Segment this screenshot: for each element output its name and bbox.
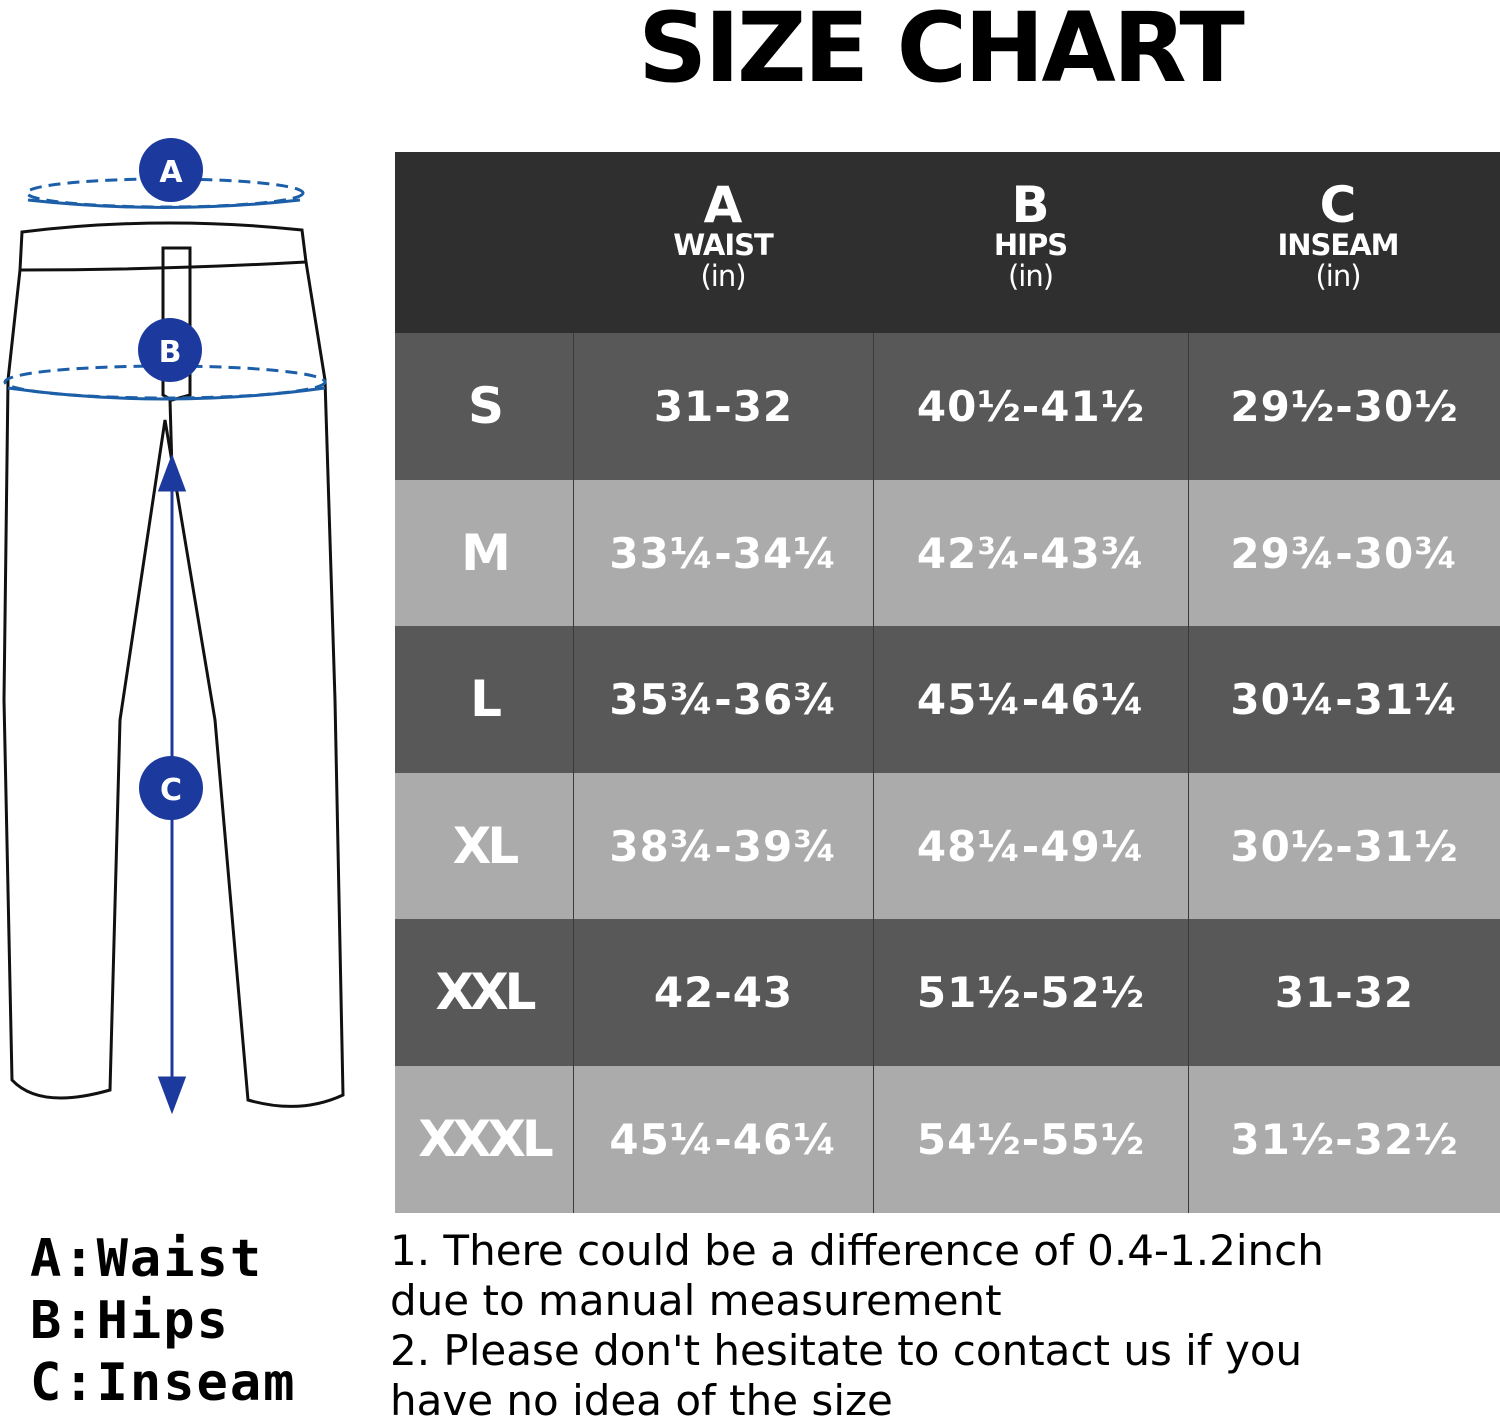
marker-a: A	[139, 138, 203, 202]
column-letter: A	[703, 176, 743, 234]
header-waist: A WAIST (in)	[573, 152, 873, 333]
table-row: XXXL 45¼-46¼ 54½-55½ 31½-32½	[395, 1065, 1500, 1213]
column-letter: C	[1319, 176, 1357, 234]
svg-text:C: C	[160, 773, 182, 808]
size-label: M	[461, 523, 511, 582]
notes: 1. There could be a difference of 0.4-1.…	[390, 1226, 1390, 1426]
table-header: A WAIST (in) B HIPS (in) C INSEAM (in)	[395, 152, 1500, 333]
note-line: 2. Please don't hesitate to contact us i…	[390, 1326, 1303, 1375]
measurement-legend: A:Waist B:Hips C:Inseam	[30, 1228, 296, 1414]
waist-value: 42-43	[573, 919, 873, 1066]
size-label: XXL	[435, 963, 537, 1021]
hips-value: 54½-55½	[873, 1065, 1188, 1213]
pants-outline-icon: A B C	[2, 138, 345, 1115]
waist-value: 45¼-46¼	[573, 1065, 873, 1213]
inseam-value: 30¼-31¼	[1188, 626, 1500, 773]
hips-value: 40½-41½	[873, 333, 1188, 480]
size-label: XL	[452, 816, 519, 875]
column-letter: B	[1011, 176, 1050, 234]
table-row: M 33¼-34¼ 42¾-43¾ 29¾-30¾	[395, 479, 1500, 627]
note-line: due to manual measurement	[390, 1276, 1002, 1325]
page-title: SIZE CHART	[638, 0, 1245, 104]
hips-value: 51½-52½	[873, 919, 1188, 1066]
hips-value: 48¼-49¼	[873, 772, 1188, 920]
table-row: XL 38¾-39¾ 48¼-49¼ 30½-31½	[395, 772, 1500, 920]
svg-text:B: B	[159, 335, 182, 370]
table-row: L 35¾-36¾ 45¼-46¼ 30¼-31¼	[395, 626, 1500, 773]
inseam-value: 29¾-30¾	[1188, 479, 1500, 627]
table-row: S 31-32 40½-41½ 29½-30½	[395, 333, 1500, 480]
size-label: S	[467, 377, 504, 435]
size-table: A WAIST (in) B HIPS (in) C INSEAM (in) S…	[395, 152, 1500, 1213]
waist-value: 35¾-36¾	[573, 626, 873, 773]
hips-value: 45¼-46¼	[873, 626, 1188, 773]
waist-value: 31-32	[573, 333, 873, 480]
column-unit: (in)	[1315, 259, 1361, 293]
inseam-value: 31½-32½	[1188, 1065, 1500, 1213]
header-inseam: C INSEAM (in)	[1188, 152, 1488, 333]
note-line: have no idea of the size	[390, 1376, 893, 1425]
marker-b: B	[138, 318, 202, 382]
note-line: 1. There could be a difference of 0.4-1.…	[390, 1226, 1324, 1275]
inseam-value: 31-32	[1188, 919, 1500, 1066]
size-label: XXXL	[418, 1109, 554, 1168]
column-name: HIPS	[993, 228, 1068, 262]
waist-value: 38¾-39¾	[573, 772, 873, 920]
hips-value: 42¾-43¾	[873, 479, 1188, 627]
legend-waist: A:Waist	[30, 1229, 264, 1289]
marker-c: C	[139, 756, 203, 820]
column-unit: (in)	[1007, 259, 1054, 293]
legend-hips: B:Hips	[30, 1291, 230, 1351]
inseam-value: 30½-31½	[1188, 772, 1500, 920]
legend-inseam: C:Inseam	[30, 1353, 297, 1413]
table-row: XXL 42-43 51½-52½ 31-32	[395, 919, 1500, 1066]
column-unit: (in)	[700, 259, 746, 293]
inseam-value: 29½-30½	[1188, 333, 1500, 480]
size-label: L	[470, 670, 502, 728]
waist-measure-line	[3, 177, 327, 401]
column-name: INSEAM	[1277, 228, 1399, 262]
waist-value: 33¼-34¼	[573, 479, 873, 627]
svg-text:A: A	[159, 155, 183, 190]
header-hips: B HIPS (in)	[873, 152, 1188, 333]
column-name: WAIST	[673, 228, 774, 262]
